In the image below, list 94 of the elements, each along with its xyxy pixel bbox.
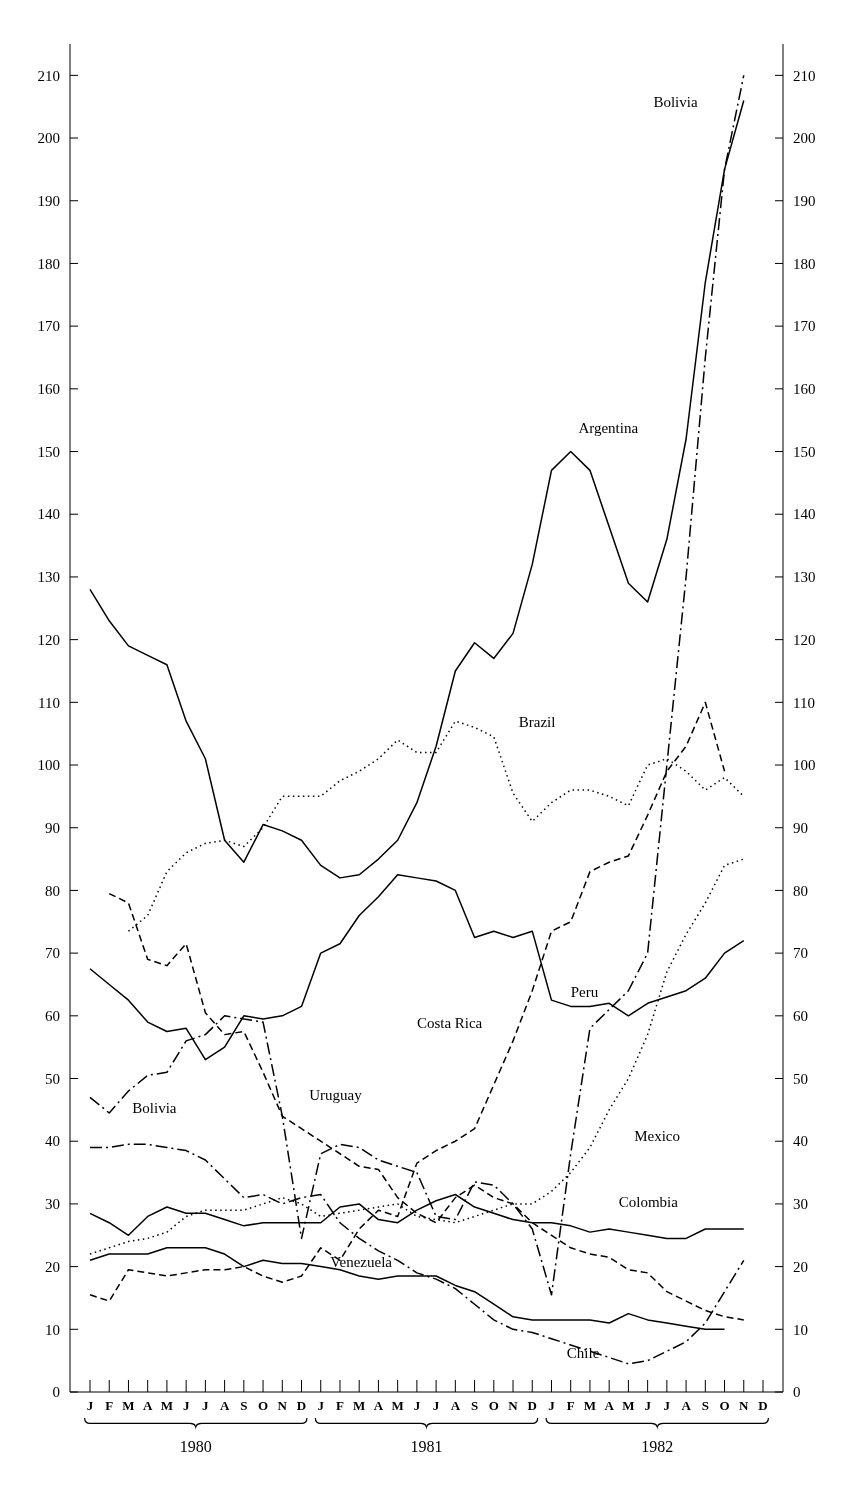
text: Costa Rica — [416, 1015, 483, 1032]
x-tick-label: J — [644, 1398, 652, 1413]
y-tick-label: 10 — [45, 1321, 60, 1338]
x-tick-label: S — [701, 1398, 709, 1413]
y-tick-label: 130 — [37, 569, 60, 586]
x-tick-label: N — [277, 1398, 288, 1413]
y-tick-label: 170 — [37, 318, 60, 335]
y2-tick-label: 100 — [793, 757, 816, 774]
x-tick-label: M — [391, 1398, 404, 1413]
y-tick-label: 0 — [52, 1384, 60, 1401]
series-label: Chile — [566, 1344, 600, 1361]
y2-tick-label: 160 — [793, 381, 816, 398]
series-label: Uruguay — [309, 1087, 363, 1104]
y2-tick-label: 140 — [793, 506, 816, 523]
x-tick-label: A — [604, 1398, 615, 1413]
x-tick-label: D — [758, 1398, 768, 1413]
x-tick-label: M — [122, 1398, 135, 1413]
y2-tick-label: 50 — [793, 1070, 808, 1087]
y-tick-label: 190 — [37, 192, 60, 209]
x-tick-label: A — [142, 1398, 153, 1413]
x-tick-label: D — [527, 1398, 537, 1413]
series-label: Peru — [570, 984, 599, 1000]
text: 1980 — [179, 1438, 212, 1455]
text: 1981 — [410, 1438, 443, 1455]
y2-tick-label: 30 — [793, 1196, 808, 1213]
x-tick-label: J — [432, 1398, 440, 1413]
y-tick-label: 180 — [37, 255, 60, 272]
x-tick-label: M — [160, 1398, 174, 1413]
x-tick-label: F — [105, 1398, 114, 1413]
y-tick-label: 50 — [45, 1070, 60, 1087]
x-tick-label: A — [373, 1398, 384, 1413]
y-tick-label: 210 — [37, 67, 60, 84]
x-tick-label: A — [450, 1398, 461, 1413]
y2-tick-label: 200 — [793, 130, 816, 147]
y-tick-label: 110 — [38, 694, 60, 711]
y-tick-label: 160 — [37, 381, 60, 398]
x-tick-label: O — [719, 1398, 730, 1413]
x-tick-label: J — [202, 1398, 210, 1413]
x-tick-label: F — [335, 1398, 344, 1413]
x-tick-label: O — [488, 1398, 499, 1413]
x-tick-label: S — [470, 1398, 479, 1413]
y2-tick-label: 150 — [793, 443, 816, 460]
text: 1982 — [641, 1438, 674, 1455]
x-tick-label: M — [583, 1398, 597, 1413]
text: Bolivia — [653, 93, 698, 110]
x-tick-label: O — [257, 1398, 269, 1413]
x-tick-label: A — [681, 1398, 692, 1413]
x-tick-label: J — [548, 1398, 556, 1413]
y2-tick-label: 190 — [793, 192, 816, 209]
y-tick-label: 80 — [45, 882, 60, 899]
series-label: Colombia — [618, 1194, 679, 1211]
y2-tick-label: 170 — [793, 318, 816, 335]
y2-tick-label: 40 — [793, 1133, 808, 1150]
y-tick-label: 100 — [37, 757, 60, 774]
x-tick-label: M — [353, 1398, 366, 1413]
series-label: Brazil — [518, 714, 556, 731]
x-tick-label: J — [86, 1398, 94, 1413]
y-tick-label: 120 — [37, 631, 60, 648]
y-tick-label: 150 — [37, 443, 60, 460]
x-tick-label: J — [663, 1398, 671, 1413]
y-tick-label: 90 — [45, 819, 60, 836]
x-tick-label: N — [508, 1398, 519, 1413]
series-label: Venezuela — [330, 1253, 393, 1270]
y-tick-label: 20 — [45, 1258, 60, 1275]
y2-tick-label: 80 — [793, 882, 808, 899]
y-tick-label: 30 — [45, 1196, 60, 1213]
y2-tick-label: 110 — [793, 694, 815, 711]
y-tick-label: 70 — [45, 945, 60, 962]
y-tick-label: 40 — [45, 1133, 60, 1150]
y2-tick-label: 120 — [793, 631, 816, 648]
x-tick-label: J — [182, 1398, 190, 1413]
y2-tick-label: 70 — [793, 945, 808, 962]
text: Mexico — [634, 1128, 680, 1145]
y2-tick-label: 60 — [793, 1008, 808, 1025]
y-tick-label: 140 — [37, 506, 60, 523]
x-tick-label: S — [240, 1398, 248, 1413]
series-label: Argentina — [578, 419, 639, 436]
series-label: Bolivia — [132, 1100, 177, 1116]
x-tick-label: D — [296, 1398, 307, 1413]
y2-tick-label: 20 — [793, 1258, 808, 1275]
x-tick-label: J — [317, 1398, 325, 1413]
y2-tick-label: 10 — [793, 1321, 808, 1338]
x-tick-label: M — [622, 1398, 635, 1413]
x-tick-label: N — [739, 1398, 750, 1413]
x-tick-label: J — [413, 1398, 421, 1413]
y-tick-label: 200 — [37, 130, 60, 147]
y2-tick-label: 210 — [793, 67, 816, 84]
y2-tick-label: 0 — [793, 1384, 801, 1401]
y-tick-label: 60 — [45, 1008, 60, 1025]
x-tick-label: F — [566, 1398, 575, 1413]
y2-tick-label: 130 — [793, 569, 816, 586]
x-tick-label: A — [219, 1398, 230, 1413]
y2-tick-label: 90 — [793, 819, 808, 836]
y2-tick-label: 180 — [793, 255, 816, 272]
